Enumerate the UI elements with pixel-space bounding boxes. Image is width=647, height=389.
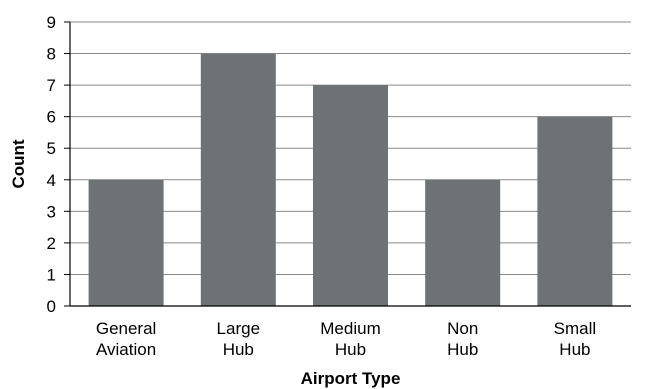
- y-tick-label: 8: [47, 45, 56, 64]
- y-tick-label: 2: [47, 234, 56, 253]
- y-tick-label: 7: [47, 76, 56, 95]
- x-category-label: Small Hub: [554, 319, 597, 359]
- y-axis-title: Count: [9, 139, 28, 188]
- y-tick-label: 0: [47, 297, 56, 316]
- x-category-labels: General Aviation Large Hub Medium Hub Non Hub Sm…: [96, 319, 596, 359]
- x-category-label: Large Hub: [217, 319, 260, 359]
- bar: [88, 179, 164, 306]
- bars: [88, 53, 613, 307]
- x-category-label: Medium Hub: [320, 319, 380, 359]
- bar: [425, 179, 501, 306]
- y-tick-label: 3: [47, 202, 56, 221]
- y-tick-label: 4: [47, 171, 56, 190]
- y-tick-label: 9: [47, 13, 56, 32]
- y-tick-label: 6: [47, 108, 56, 127]
- bar: [537, 116, 613, 307]
- y-tick-label: 1: [47, 265, 56, 284]
- axes: [64, 21, 631, 307]
- bar: [200, 53, 276, 306]
- y-tick-label: 5: [47, 139, 56, 158]
- x-axis-title: Airport Type: [301, 369, 401, 388]
- x-category-label: General Aviation: [96, 319, 156, 359]
- y-tick-labels: 0 1 2 3 4 5 6 7 8 9: [47, 13, 56, 316]
- x-category-label: Non Hub: [447, 319, 478, 359]
- bar: [313, 85, 388, 306]
